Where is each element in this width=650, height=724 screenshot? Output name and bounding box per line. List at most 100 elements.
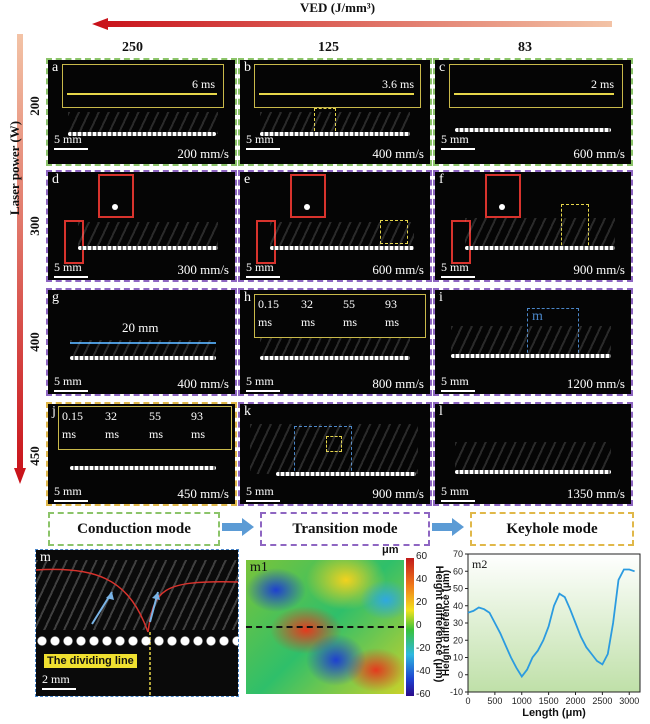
panel-c: c 2 ms 5 mm 600 mm/s <box>433 58 633 166</box>
panel-d: d 5 mm 300 mm/s <box>46 170 237 282</box>
scan-speed: 600 mm/s <box>372 262 424 277</box>
scale-bar: 5 mm <box>246 374 280 392</box>
panel-m: m The dividing line 2 mm <box>35 549 239 697</box>
time-series-inset: 0.15 ms 32 ms 55 ms 93 ms <box>254 294 426 338</box>
scan-speed: 400 mm/s <box>372 146 424 161</box>
panel-label: f <box>439 172 444 187</box>
mode-transition: Transition mode <box>260 512 430 546</box>
melt-track <box>260 356 410 360</box>
ved-label: VED (J/mm³) <box>300 0 376 15</box>
y-tick-label: 70 <box>453 549 463 559</box>
x-tick-label: 1500 <box>539 696 559 706</box>
scan-speed: 900 mm/s <box>372 486 424 501</box>
melt-track <box>465 246 615 250</box>
zoom-inset <box>98 174 134 218</box>
scale-bar: 5 mm <box>441 260 475 278</box>
scale-bar: 5 mm <box>246 132 280 150</box>
scan-speed: 800 mm/s <box>372 376 424 391</box>
y-tick-label: -10 <box>450 687 463 697</box>
y-tick-label: 10 <box>453 653 463 663</box>
x-tick-label: 1000 <box>512 696 532 706</box>
panel-label: c <box>439 60 446 75</box>
scan-speed: 1350 mm/s <box>566 486 625 501</box>
melt-track <box>68 132 216 136</box>
x-axis-label: Length (μm) <box>522 707 586 719</box>
melt-track <box>451 354 611 358</box>
y-tick-label: 20 <box>453 635 463 645</box>
series-line <box>467 568 635 679</box>
panel-m1-heatmap: m1 <box>246 560 404 694</box>
colorbar-tick: -60 <box>416 689 431 700</box>
ved-arrow <box>92 18 612 30</box>
melt-track <box>270 246 414 250</box>
y-tick-label: 60 <box>453 566 463 576</box>
m1-colorbar <box>406 558 414 696</box>
panel-b: b 3.6 ms 5 mm 400 mm/s <box>238 58 432 166</box>
dividing-dashed-line <box>246 626 404 628</box>
scale-bar: 5 mm <box>441 374 475 392</box>
row-label-400: 400 <box>26 332 42 352</box>
panel-i: i m 5 mm 1200 mm/s <box>433 288 633 396</box>
laser-power-arrow <box>14 34 26 484</box>
highlight-box <box>380 220 408 244</box>
panel-a: a 6 ms 5 mm 200 mm/s <box>46 58 237 166</box>
highlight-box <box>326 436 342 452</box>
x-tick-label: 2000 <box>565 696 585 706</box>
scale-bar: 5 mm <box>54 484 88 502</box>
x-tick-label: 500 <box>487 696 502 706</box>
timing-inset: 3.6 ms <box>254 64 421 108</box>
timing-inset: 2 ms <box>449 64 623 108</box>
scan-speed: 600 mm/s <box>573 146 625 161</box>
column-header-250: 250 <box>122 40 143 55</box>
dividing-line-label: The dividing line <box>44 654 137 668</box>
column-header-83: 83 <box>518 40 532 55</box>
row-label-450: 450 <box>26 446 42 466</box>
scale-bar: 5 mm <box>246 260 280 278</box>
m1-unit: μm <box>382 544 399 556</box>
panel-label: l <box>439 404 443 419</box>
zoom-inset <box>485 174 521 218</box>
inset-time: 2 ms <box>590 77 614 91</box>
scale-bar: 5 mm <box>54 132 88 150</box>
row-label-200: 200 <box>26 96 42 116</box>
row-label-300: 300 <box>26 216 42 236</box>
panel-e: e 5 mm 600 mm/s <box>238 170 432 282</box>
panel-label: b <box>244 60 251 75</box>
melt-track <box>70 356 216 360</box>
scale-bar: 5 mm <box>54 374 88 392</box>
y-tick-label: 0 <box>458 670 463 680</box>
inset-time: 3.6 ms <box>381 77 414 91</box>
colorbar-tick: -20 <box>416 643 431 654</box>
panel-label: d <box>52 172 59 187</box>
panel-label: a <box>52 60 59 75</box>
melt-track <box>260 132 410 136</box>
panel-l: l 5 mm 1350 mm/s <box>433 402 633 506</box>
scan-speed: 400 mm/s <box>177 376 229 391</box>
colorbar-tick: 0 <box>416 620 422 631</box>
panel-f: f 5 mm 900 mm/s <box>433 170 633 282</box>
panel-label: k <box>244 404 251 419</box>
scale-bar: 5 mm <box>441 132 475 150</box>
scale-bar: 2 mm <box>42 672 76 690</box>
panel-label: g <box>52 290 59 305</box>
panel-label: m <box>40 550 51 565</box>
panel-label: m1 <box>250 560 268 575</box>
y-tick-label: 30 <box>453 618 463 628</box>
scan-speed: 300 mm/s <box>177 262 229 277</box>
bead-row <box>36 636 238 646</box>
panel-k: k 5 mm 900 mm/s <box>238 402 432 506</box>
mode-keyhole: Keyhole mode <box>470 512 634 546</box>
scan-speed: 900 mm/s <box>573 262 625 277</box>
scan-speed: 200 mm/s <box>177 146 229 161</box>
panel-label: m2 <box>472 557 487 571</box>
scan-speed: 1200 mm/s <box>566 376 625 391</box>
column-header-125: 125 <box>318 40 339 55</box>
inset-time: 6 ms <box>191 77 215 91</box>
length-label: 20 mm <box>122 320 159 335</box>
mode-arrow <box>222 518 254 541</box>
mode-arrow <box>432 518 464 541</box>
colorbar-tick: -40 <box>416 666 431 677</box>
zoom-source-box <box>256 220 276 264</box>
colorbar-tick: 60 <box>416 551 428 562</box>
